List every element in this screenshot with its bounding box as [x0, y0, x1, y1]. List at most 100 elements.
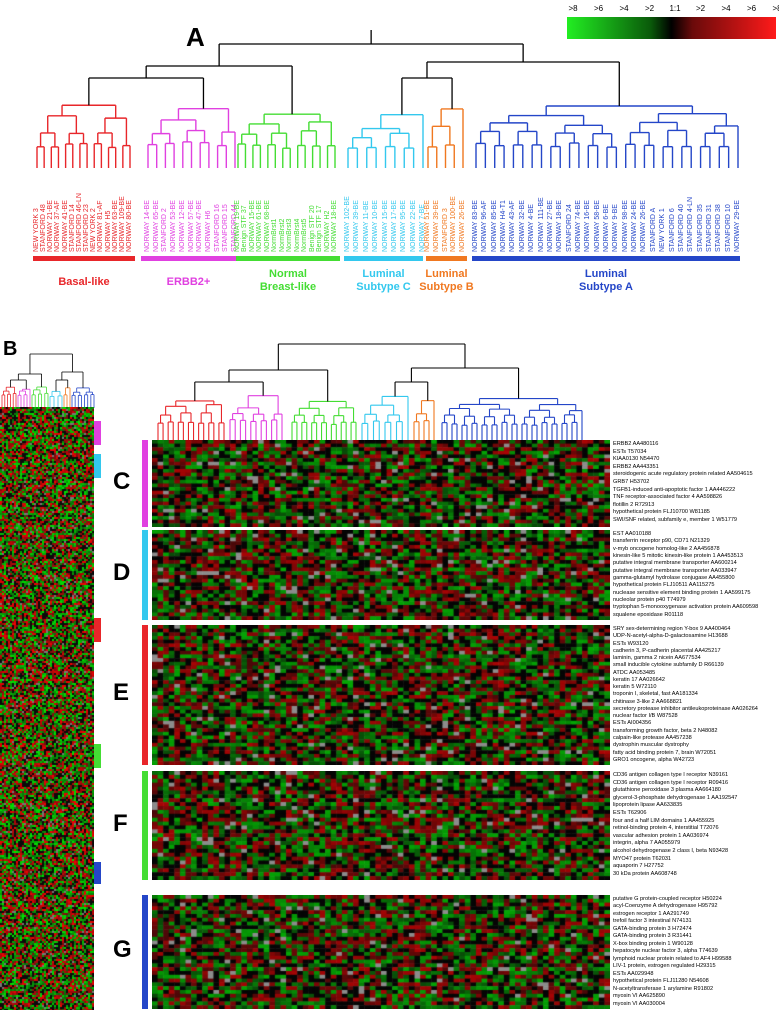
sample-label: NORWAY 9-BE [612, 204, 620, 252]
gene-label: aquaporin 7 H27752 [613, 863, 664, 870]
cluster-heatmap-g [152, 895, 610, 1009]
sample-label: NORWAY 39-BE [353, 200, 361, 252]
sample-label: NORWAY 65-BE [152, 200, 160, 252]
cluster-label: E [113, 679, 130, 706]
sample-label: STANFORD A [649, 207, 657, 252]
sample-label: NORWAY 58-BE [593, 200, 601, 252]
sample-label: NORWAY 37-AF [54, 200, 62, 252]
group-bar-erbb2 [141, 256, 236, 261]
panel-b-dendrogram [157, 343, 583, 440]
cluster-label: F [113, 809, 128, 837]
group-bar-normal [236, 256, 340, 261]
gene-label: GRO1 oncogene, alpha W42723 [613, 756, 695, 763]
group-name-lumB: Luminal Subtype B [392, 268, 502, 294]
group-name-line2: Breast-like [259, 281, 317, 293]
gene-label: CD36 antigen collagen type I receptor R0… [613, 779, 729, 786]
gene-label: transforming growth factor, beta 2 N4808… [613, 727, 718, 734]
gene-label: ERBB2 AA443351 [613, 463, 659, 470]
group-name-line2: Subtype C [356, 281, 411, 293]
sample-label: STANFORD 6 [668, 208, 676, 252]
sample-label: NORWAY 29-BE [734, 200, 741, 252]
panel-a-label: A [186, 22, 205, 52]
group-name-basal: Basal-like [29, 276, 139, 289]
color-scale-gradient [567, 17, 776, 39]
gene-label: keratin 5 W72110 [613, 684, 657, 691]
sample-label: STANFORD 10 [724, 204, 732, 252]
gene-label: four and a half LIM domains 1 AA455925 [613, 817, 715, 824]
gene-label: TGFB1-induced anti-apoptotic factor 1 AA… [613, 486, 736, 493]
group-name-line1: Luminal [425, 268, 468, 280]
sample-label: STANFORD 23 [83, 204, 91, 252]
cluster-label: G [113, 936, 132, 963]
sample-label: STANFORD 3 [441, 208, 449, 252]
gene-label: ESTs AI004356 [613, 720, 652, 727]
sample-label: NORWAY 95-BE [400, 200, 408, 252]
gene-label: dystrophin muscular dystrophy [613, 742, 689, 749]
cluster-bar-f [142, 771, 148, 880]
gene-label: secretory protease inhibitor antileukopr… [613, 705, 758, 712]
panel-b-overview-heatmap [0, 407, 94, 1010]
gene-label: glutathione peroxidase 3 plasma AA664180 [613, 787, 721, 794]
gene-label: cadherin 3, P-cadherin placental AA42521… [613, 647, 721, 654]
gene-label: ESTs T62906 [613, 809, 647, 816]
cluster-bar-c [142, 440, 148, 527]
gene-label: calpain-like protease AA457238 [613, 734, 692, 741]
gene-label: KIAA0130 N54470 [613, 456, 660, 463]
gene-label: hypothetical protein FLJ10511 AA115275 [613, 582, 715, 589]
sample-label: NormBrst5 [301, 218, 309, 252]
sample-label: NORWAY 18-BE [556, 200, 564, 252]
cluster-bar-e [142, 625, 148, 765]
gene-label: 30 kDa protein AA608748 [613, 870, 677, 877]
sample-label: STANFORD 31 [705, 204, 713, 252]
sample-label: STANFORD 15 [222, 204, 230, 252]
sample-label: NORWAY 68-BE [263, 200, 271, 252]
sample-label: NORWAY 43-AF [509, 200, 517, 252]
gene-label: vascular adhesion protein 1 AA036974 [613, 832, 709, 839]
group-name-line1: Basal-like [58, 276, 110, 288]
gene-list-d: EST AA010188 transferrin receptor p90, CD… [613, 531, 758, 619]
cluster-label: C [113, 467, 131, 495]
sample-label: NORWAY 26-BE [640, 200, 648, 252]
gene-label: putative integral membrane transporter A… [613, 567, 737, 574]
group-name-lumA: Luminal Subtype A [551, 268, 661, 294]
gene-label: v-myb oncogene homolog-like 2 AA456878 [613, 545, 720, 552]
sample-label: NormBrst2 [278, 218, 286, 252]
gene-label: lipoprotein lipase AA633835 [613, 802, 683, 809]
panel-b-overview-dendrogram [1, 353, 95, 408]
sample-label: NORWAY 22-BE [409, 200, 417, 252]
sample-label: NORWAY 57-BE [187, 200, 195, 252]
gene-label: GRB7 H53702 [613, 478, 650, 485]
group-name-line2: Subtype B [419, 281, 474, 293]
color-scale-tick-label: >4 [721, 4, 731, 13]
sample-label: STANFORD 38 [715, 204, 723, 252]
group-name-line1: Luminal [584, 268, 628, 280]
sample-label: STANFORD 40 [677, 204, 685, 252]
sample-label: NORWAY 51-BE [424, 200, 431, 252]
group-name-lumC: Luminal Subtype C [329, 268, 439, 294]
gene-label: GATA-binding protein 3 H72474 [613, 925, 692, 932]
color-scale-tick-label: >6 [593, 4, 604, 13]
sample-label: NEW YORK 3 [33, 208, 40, 252]
sample-label: NORWAY 102-BE [344, 196, 351, 252]
sample-label: NORWAY 16-BE [584, 200, 592, 252]
gene-label: putative G protein-coupled receptor H502… [613, 896, 722, 902]
gene-label: tryptophan 5-monooxygenase activation pr… [613, 604, 759, 611]
sample-label: NormBrst1 [271, 218, 279, 252]
sample-label: NormBrst3 [286, 218, 294, 252]
gene-label: trefoil factor 3 intestinal N74131 [613, 918, 692, 925]
gene-label: hypothetical protein FLJ10700 W81185 [613, 509, 710, 516]
cluster-marker-erbb2 [94, 421, 101, 445]
sample-label: NORWAY 100-BE [450, 196, 458, 252]
sample-label: STANFORD 35 [696, 204, 704, 252]
gene-label: putative integral membrane transporter A… [613, 560, 737, 567]
panel-b-label: B [3, 338, 18, 360]
sample-label: NORWAY 24-BE [631, 200, 639, 252]
color-scale-tick-label: >6 [746, 4, 757, 13]
gene-label: fatty acid binding protein 7, brain W720… [613, 749, 717, 756]
cluster-label: D [113, 559, 131, 586]
cluster-heatmap-e [152, 625, 610, 765]
gene-label: lymphoid nuclear protein related to AF4 … [613, 955, 732, 962]
cluster-marker-basal [94, 618, 101, 642]
gene-label: integrin, alpha 7 AA055979 [613, 840, 681, 847]
gene-label: N-acetyltransferase 1 arylamine R91802 [613, 985, 714, 992]
